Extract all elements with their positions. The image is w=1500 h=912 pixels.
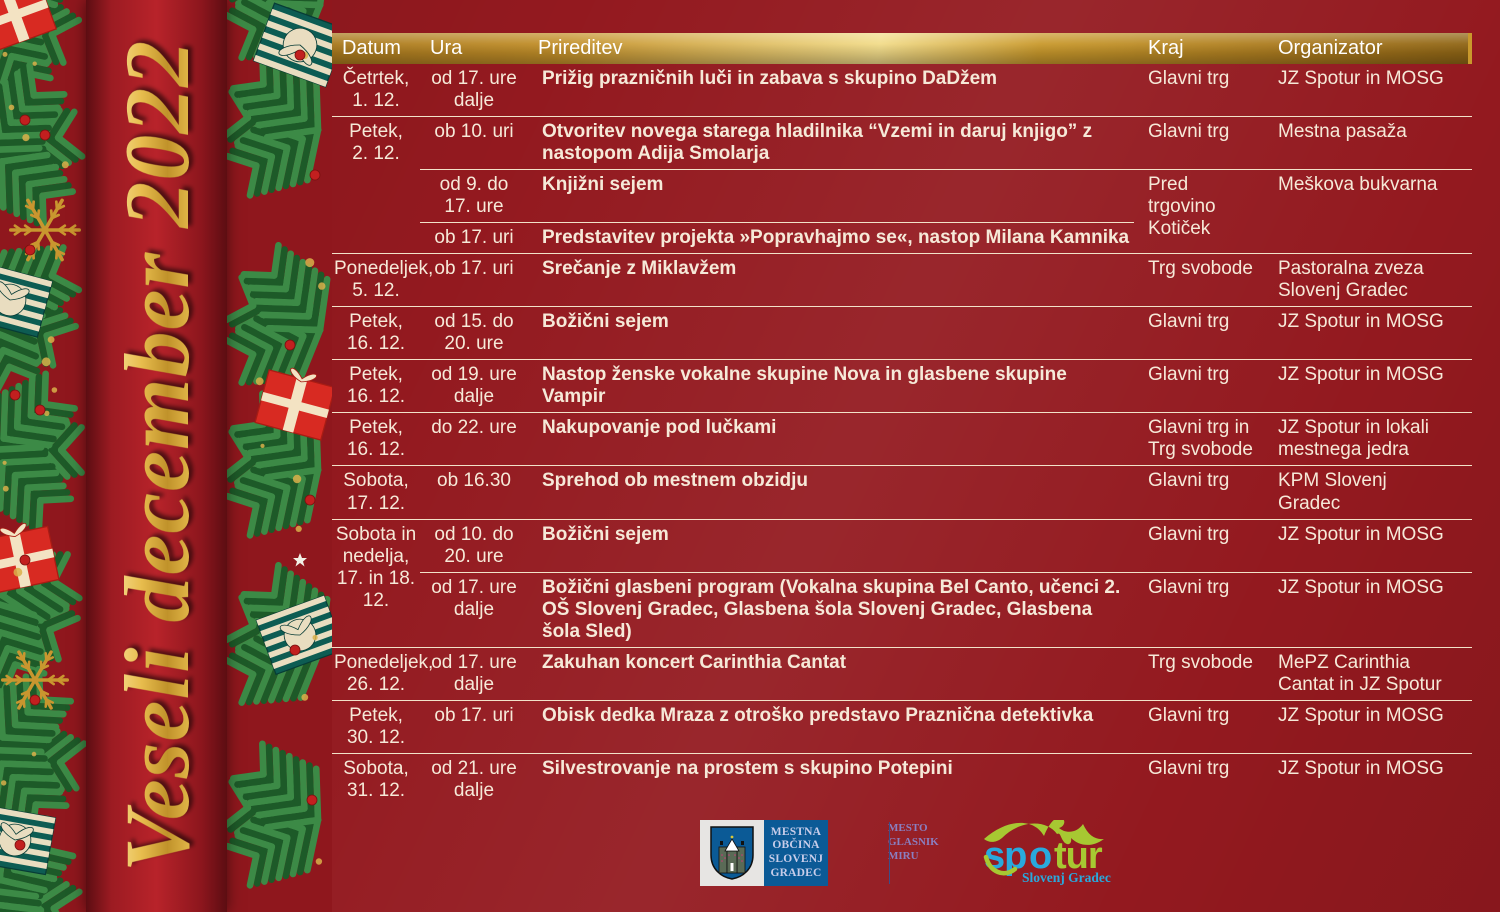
svg-text:sp: sp: [984, 835, 1026, 877]
svg-text:Slovenj Gradec: Slovenj Gradec: [1022, 870, 1111, 885]
